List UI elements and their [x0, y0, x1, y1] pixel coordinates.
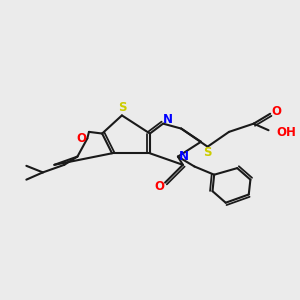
Text: N: N [163, 113, 173, 126]
Text: OH: OH [276, 126, 296, 139]
Text: O: O [271, 105, 281, 118]
Text: O: O [76, 132, 86, 145]
Text: S: S [203, 146, 212, 159]
Text: O: O [154, 180, 164, 193]
Text: S: S [118, 101, 126, 114]
Text: N: N [179, 150, 189, 163]
